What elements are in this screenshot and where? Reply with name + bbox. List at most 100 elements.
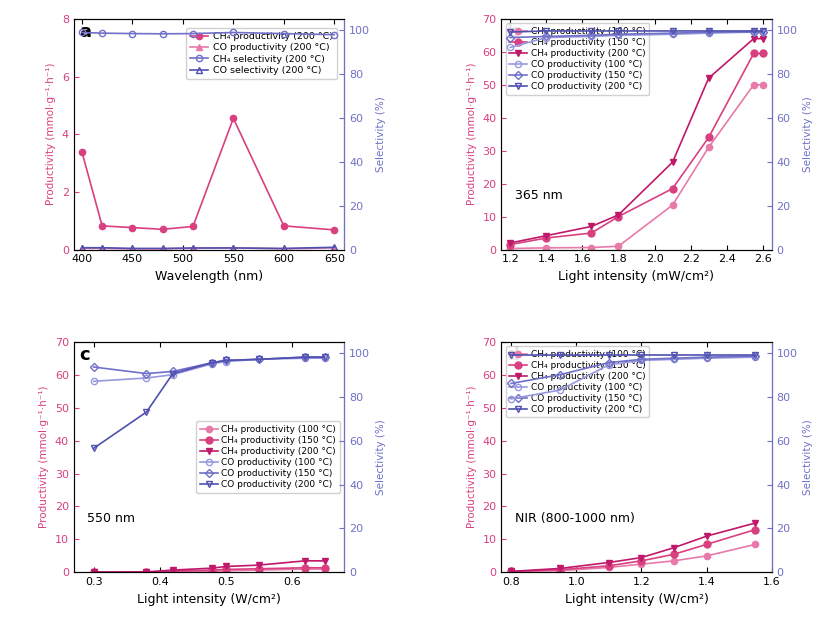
CO productivity (150 °C) bbox=[749, 28, 759, 36]
CH₄ productivity (150 °C) bbox=[669, 550, 679, 558]
CO productivity (200 °C) bbox=[541, 27, 551, 35]
CH₄ productivity (200 °C) bbox=[702, 532, 712, 540]
CH₄ productivity (200 °C) bbox=[555, 565, 565, 572]
CH₄ productivity (100 °C) bbox=[300, 565, 310, 573]
CO productivity (100 °C) bbox=[254, 355, 264, 363]
CO productivity (100 °C) bbox=[89, 377, 99, 385]
CH₄ productivity (200 °C) bbox=[636, 554, 646, 561]
CH₄ productivity (200 °C) bbox=[127, 224, 137, 231]
CO productivity (150 °C) bbox=[319, 353, 329, 361]
CH₄ productivity (200 °C) bbox=[168, 566, 178, 574]
CO productivity (200 °C) bbox=[506, 351, 516, 359]
CH₄ productivity (150 °C) bbox=[704, 134, 713, 142]
CO productivity (100 °C) bbox=[749, 28, 759, 36]
CO productivity (100 °C) bbox=[758, 28, 768, 36]
Y-axis label: Selectivity (%): Selectivity (%) bbox=[803, 419, 813, 495]
CO productivity (150 °C) bbox=[555, 371, 565, 379]
CO productivity (100 °C) bbox=[636, 357, 646, 364]
CO productivity (200 °C) bbox=[89, 445, 99, 452]
CH₄ productivity (150 °C) bbox=[604, 562, 614, 570]
CO productivity (150 °C) bbox=[758, 28, 768, 36]
CH₄ productivity (200 °C) bbox=[541, 232, 551, 240]
CO selectivity (200 °C) bbox=[158, 245, 167, 252]
CO productivity (100 °C) bbox=[319, 355, 329, 362]
Y-axis label: Selectivity (%): Selectivity (%) bbox=[376, 96, 386, 172]
CH₄ productivity (200 °C) bbox=[208, 564, 218, 572]
CO productivity (200 °C) bbox=[228, 244, 238, 252]
CH₄ productivity (100 °C) bbox=[669, 557, 679, 565]
Line: CO productivity (200 °C): CO productivity (200 °C) bbox=[507, 28, 766, 35]
Line: CH₄ productivity (100 °C): CH₄ productivity (100 °C) bbox=[508, 542, 759, 574]
Legend: CH₄ productivity (100 °C), CH₄ productivity (150 °C), CH₄ productivity (200 °C),: CH₄ productivity (100 °C), CH₄ productiv… bbox=[196, 421, 340, 493]
CO productivity (150 °C) bbox=[704, 28, 713, 36]
CH₄ productivity (100 °C) bbox=[555, 567, 565, 574]
Line: CO productivity (150 °C): CO productivity (150 °C) bbox=[91, 354, 328, 376]
CO productivity (200 °C) bbox=[667, 27, 677, 35]
Legend: CH₄ productivity (100 °C), CH₄ productivity (150 °C), CH₄ productivity (200 °C),: CH₄ productivity (100 °C), CH₄ productiv… bbox=[506, 347, 649, 418]
CO productivity (100 °C) bbox=[667, 30, 677, 38]
CO productivity (100 °C) bbox=[506, 43, 516, 51]
CH₄ productivity (200 °C) bbox=[158, 226, 167, 233]
CH₄ productivity (200 °C) bbox=[300, 557, 310, 565]
CO productivity (200 °C) bbox=[758, 27, 768, 35]
CH₄ productivity (150 °C) bbox=[613, 213, 623, 220]
CO productivity (150 °C) bbox=[586, 31, 596, 39]
CH₄ selectivity (200 °C) bbox=[77, 29, 87, 36]
CH₄ productivity (150 °C) bbox=[141, 568, 151, 576]
CH₄ productivity (200 °C) bbox=[750, 519, 760, 526]
CH₄ productivity (200 °C) bbox=[613, 211, 623, 219]
CO productivity (200 °C) bbox=[319, 353, 329, 361]
CO productivity (200 °C) bbox=[749, 27, 759, 35]
CH₄ productivity (100 °C) bbox=[89, 569, 99, 576]
CO selectivity (200 °C) bbox=[228, 244, 238, 252]
CH₄ productivity (200 °C) bbox=[141, 568, 151, 576]
CH₄ productivity (100 °C) bbox=[319, 565, 329, 573]
CO productivity (200 °C) bbox=[158, 245, 167, 253]
Line: CH₄ productivity (100 °C): CH₄ productivity (100 °C) bbox=[90, 566, 328, 576]
CH₄ productivity (100 °C) bbox=[667, 201, 677, 209]
CH₄ productivity (150 °C) bbox=[254, 565, 264, 572]
Y-axis label: Selectivity (%): Selectivity (%) bbox=[376, 419, 386, 495]
CO productivity (200 °C) bbox=[669, 351, 679, 359]
CH₄ productivity (200 °C) bbox=[506, 567, 516, 575]
CH₄ selectivity (200 °C) bbox=[188, 30, 198, 37]
CO selectivity (200 °C) bbox=[97, 244, 107, 252]
CO productivity (200 °C) bbox=[168, 370, 178, 377]
CO selectivity (200 °C) bbox=[279, 245, 289, 252]
CO productivity (100 °C) bbox=[208, 360, 218, 367]
CH₄ productivity (100 °C) bbox=[636, 560, 646, 568]
Text: 550 nm: 550 nm bbox=[87, 511, 135, 525]
CH₄ productivity (150 °C) bbox=[749, 50, 759, 57]
CO selectivity (200 °C) bbox=[188, 244, 198, 252]
CO productivity (200 °C) bbox=[329, 244, 339, 252]
CH₄ productivity (150 °C) bbox=[300, 564, 310, 572]
CO productivity (150 °C) bbox=[604, 359, 614, 367]
CO productivity (150 °C) bbox=[208, 359, 218, 367]
CO selectivity (200 °C) bbox=[77, 244, 87, 252]
CO selectivity (200 °C) bbox=[329, 243, 339, 251]
CH₄ productivity (150 °C) bbox=[208, 566, 218, 574]
Line: CO productivity (100 °C): CO productivity (100 °C) bbox=[90, 355, 328, 384]
Line: CH₄ productivity (200 °C): CH₄ productivity (200 °C) bbox=[90, 557, 328, 576]
CO productivity (150 °C) bbox=[636, 355, 646, 363]
CH₄ productivity (100 °C) bbox=[506, 567, 516, 575]
CH₄ productivity (150 °C) bbox=[586, 229, 596, 237]
CO productivity (200 °C) bbox=[127, 245, 137, 253]
Text: b: b bbox=[507, 23, 520, 42]
CO productivity (200 °C) bbox=[604, 351, 614, 359]
CH₄ selectivity (200 °C) bbox=[158, 30, 167, 38]
CO productivity (200 °C) bbox=[221, 357, 231, 364]
Legend: CH₄ productivity (100 °C), CH₄ productivity (150 °C), CH₄ productivity (200 °C),: CH₄ productivity (100 °C), CH₄ productiv… bbox=[506, 23, 649, 94]
CH₄ productivity (100 °C) bbox=[506, 245, 516, 252]
Line: CH₄ productivity (150 °C): CH₄ productivity (150 °C) bbox=[90, 564, 328, 576]
Line: CH₄ productivity (150 °C): CH₄ productivity (150 °C) bbox=[507, 526, 759, 575]
CH₄ productivity (150 °C) bbox=[89, 569, 99, 576]
CO productivity (200 °C) bbox=[97, 245, 107, 252]
Line: CO productivity (150 °C): CO productivity (150 °C) bbox=[507, 30, 765, 40]
CO productivity (200 °C) bbox=[704, 27, 713, 35]
CH₄ productivity (100 °C) bbox=[702, 552, 712, 560]
CO productivity (100 °C) bbox=[704, 30, 713, 37]
CO productivity (200 °C) bbox=[208, 359, 218, 367]
X-axis label: Light intensity (W/cm²): Light intensity (W/cm²) bbox=[137, 593, 281, 606]
CH₄ productivity (200 °C) bbox=[279, 222, 289, 230]
